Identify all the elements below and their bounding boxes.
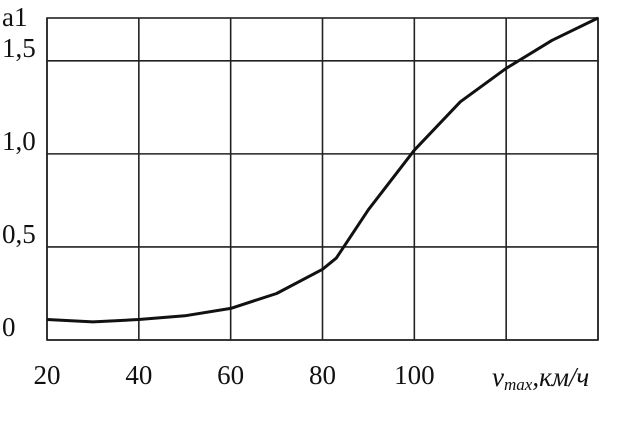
y-tick-label: 1,0 xyxy=(2,126,36,156)
x-tick-label: 80 xyxy=(309,360,336,390)
y-axis-title: a1 xyxy=(2,2,27,32)
x-tick-label: 40 xyxy=(125,360,152,390)
x-axis-subscript: max xyxy=(504,375,533,394)
x-tick-label: 100 xyxy=(394,360,435,390)
x-axis-title: vmax,км/ч xyxy=(492,362,589,394)
x-axis-unit: ,км/ч xyxy=(532,362,589,392)
y-tick-label: 1,5 xyxy=(2,33,36,63)
line-series xyxy=(46,16,599,324)
x-tick-label: 20 xyxy=(34,360,61,390)
y-tick-label: 0,5 xyxy=(2,219,36,249)
x-axis-symbol: v xyxy=(492,362,504,392)
y-tick-label: 0 xyxy=(2,312,16,342)
x-tick-label: 60 xyxy=(217,360,244,390)
